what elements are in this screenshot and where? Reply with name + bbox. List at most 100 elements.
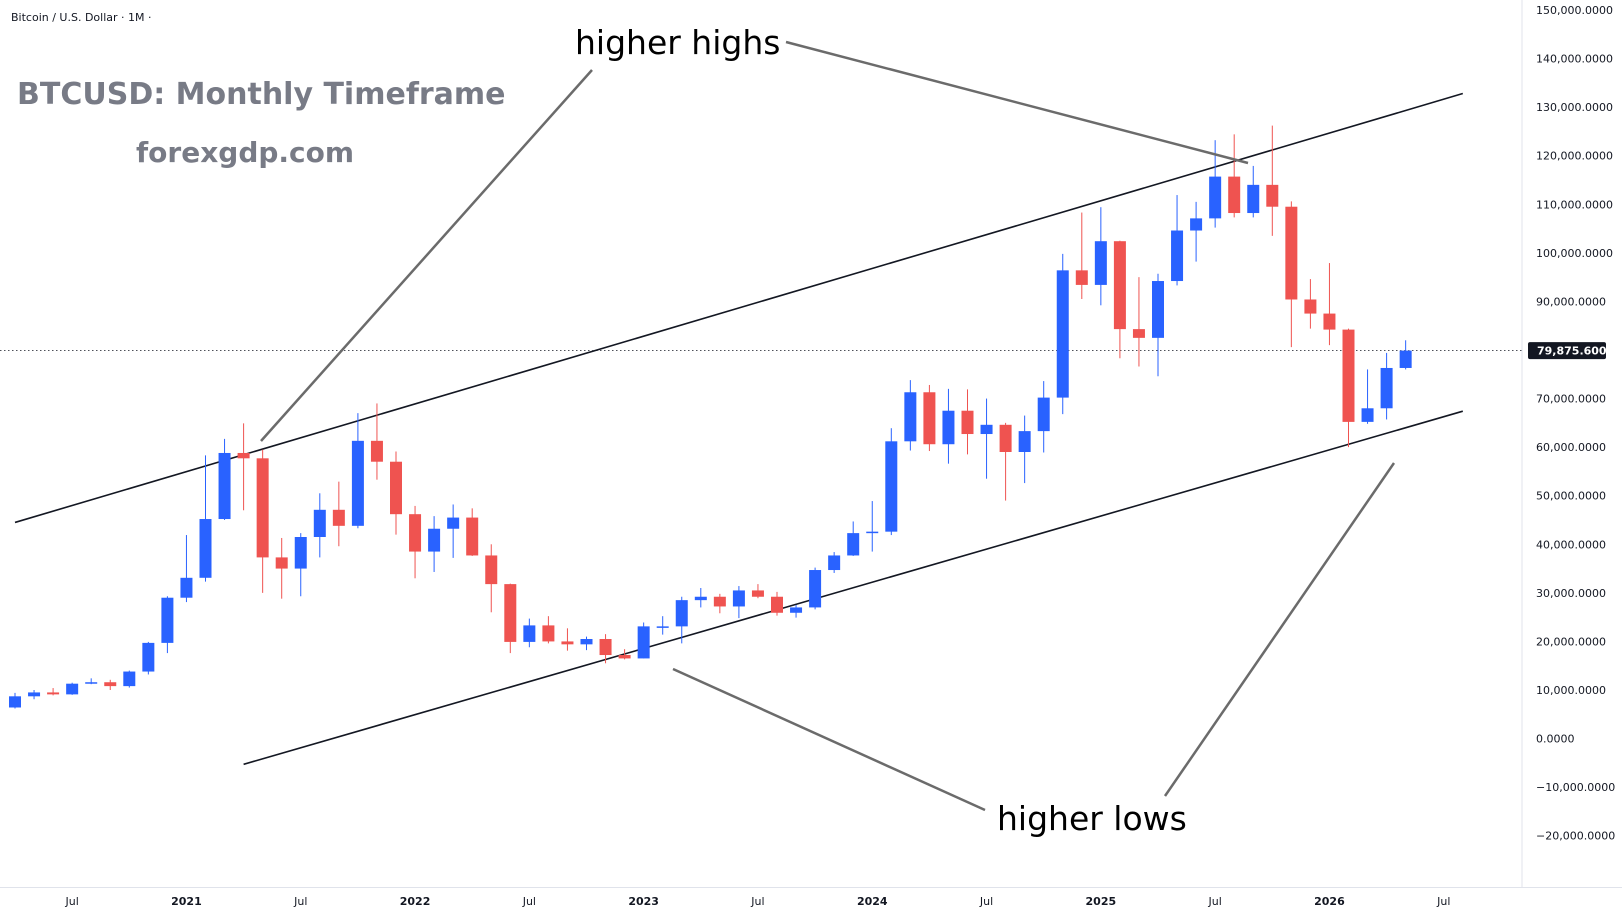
trendline-lower[interactable] <box>243 410 1464 766</box>
trendline-upper[interactable] <box>14 92 1464 524</box>
candle[interactable] <box>923 384 936 452</box>
candle[interactable] <box>1342 328 1355 448</box>
candle[interactable] <box>332 481 345 547</box>
candle[interactable] <box>85 678 98 685</box>
candle[interactable] <box>847 521 860 556</box>
candle-body <box>561 641 574 645</box>
time-tick-label: Jul <box>293 895 307 908</box>
candle[interactable] <box>1132 277 1145 367</box>
candle[interactable] <box>1228 134 1241 218</box>
candle[interactable] <box>104 679 117 690</box>
candle[interactable] <box>599 634 612 664</box>
candle[interactable] <box>618 649 631 660</box>
candle[interactable] <box>504 583 517 654</box>
candle[interactable] <box>885 428 898 536</box>
candle[interactable] <box>1113 240 1126 359</box>
candle[interactable] <box>428 516 441 572</box>
candle[interactable] <box>580 636 593 651</box>
candle-body <box>47 692 60 695</box>
candle[interactable] <box>47 688 60 696</box>
candle[interactable] <box>1380 352 1393 420</box>
candle[interactable] <box>523 618 536 648</box>
candle-body <box>237 452 250 459</box>
price-axis[interactable]: 150,000.0000 140,000.0000 130,000.0000 120,… <box>1536 4 1615 843</box>
candle[interactable] <box>237 423 250 511</box>
candle[interactable] <box>999 422 1012 501</box>
candle-body <box>694 596 707 601</box>
candle[interactable] <box>123 670 136 688</box>
candle[interactable] <box>199 455 212 582</box>
candle[interactable] <box>1094 207 1107 306</box>
candle-body <box>104 682 117 687</box>
time-tick-label: Jul <box>1208 895 1222 908</box>
candle[interactable] <box>370 403 383 480</box>
candle[interactable] <box>980 398 993 479</box>
candle[interactable] <box>1190 201 1203 262</box>
price-tick-label: 90,000.0000 <box>1536 295 1606 308</box>
candle-body <box>1056 270 1069 398</box>
candle[interactable] <box>1399 340 1412 370</box>
annotation-higher-lows[interactable]: higher lows <box>672 462 1396 838</box>
candle[interactable] <box>694 588 707 608</box>
candle[interactable] <box>275 537 288 599</box>
candle[interactable] <box>256 449 269 593</box>
symbol-header[interactable]: Bitcoin / U.S. Dollar · 1M · <box>11 11 152 24</box>
candle[interactable] <box>9 692 21 709</box>
candle[interactable] <box>828 552 841 573</box>
candle[interactable] <box>161 596 174 654</box>
candle[interactable] <box>866 501 879 552</box>
candle[interactable] <box>961 389 974 455</box>
candle-body <box>428 528 441 552</box>
candle[interactable] <box>561 628 574 651</box>
candle[interactable] <box>1285 201 1298 348</box>
candle[interactable] <box>1361 369 1374 424</box>
candle[interactable] <box>447 504 460 558</box>
candle[interactable] <box>1171 195 1184 286</box>
candle[interactable] <box>1247 165 1260 218</box>
candle[interactable] <box>904 380 917 451</box>
candle-body <box>751 590 764 597</box>
candle[interactable] <box>294 533 307 597</box>
candle-body <box>447 517 460 529</box>
candle[interactable] <box>313 493 326 558</box>
candle[interactable] <box>637 622 650 659</box>
candle[interactable] <box>66 682 79 695</box>
annotation-higher-highs[interactable]: higher highs <box>260 23 1249 442</box>
candle[interactable] <box>1266 125 1279 236</box>
pointer-line <box>672 667 986 812</box>
candle[interactable] <box>771 591 783 616</box>
candle[interactable] <box>390 451 402 535</box>
candle[interactable] <box>713 593 726 614</box>
candle[interactable] <box>656 616 669 635</box>
candle[interactable] <box>1304 279 1317 329</box>
candle[interactable] <box>485 544 498 613</box>
price-tick-label: 150,000.0000 <box>1536 4 1613 17</box>
candle[interactable] <box>542 616 555 644</box>
candle-body <box>370 440 383 462</box>
candle[interactable] <box>1018 415 1031 484</box>
candle[interactable] <box>809 567 822 610</box>
candle[interactable] <box>218 438 231 520</box>
candle[interactable] <box>790 605 803 618</box>
candle-body <box>732 590 745 607</box>
current-price-label: 79,875.6000 <box>1528 342 1615 360</box>
candle[interactable] <box>942 388 955 464</box>
candle[interactable] <box>466 508 479 556</box>
candle[interactable] <box>28 690 41 700</box>
candle[interactable] <box>409 505 422 579</box>
candle[interactable] <box>1037 381 1050 453</box>
candle[interactable] <box>1323 263 1336 346</box>
candle[interactable] <box>732 586 745 619</box>
candle[interactable] <box>180 535 193 603</box>
candle[interactable] <box>351 413 364 529</box>
candle[interactable] <box>751 584 764 599</box>
candle-body <box>1190 218 1203 231</box>
candle[interactable] <box>1075 212 1088 299</box>
candle[interactable] <box>675 596 688 644</box>
time-axis[interactable]: Jul 2021 Jul 2022 Jul 2023 Jul 2024 Jul 2025 Jul 20… <box>65 895 1451 908</box>
candle-body <box>1171 230 1184 282</box>
candle[interactable] <box>1056 253 1069 415</box>
candle[interactable] <box>142 641 155 675</box>
candle[interactable] <box>1152 273 1164 377</box>
candle-body <box>1361 408 1374 422</box>
